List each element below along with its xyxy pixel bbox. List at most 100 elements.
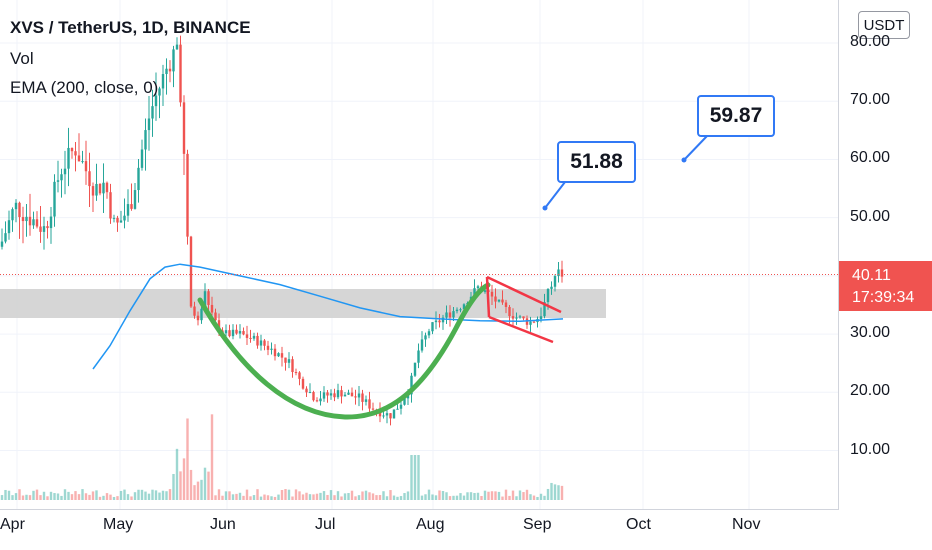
volume-bar [301,494,305,500]
volume-bar [539,493,543,500]
candle-body [301,378,305,389]
candle-body [333,393,336,398]
volume-bar [123,489,126,500]
candle-body [102,182,105,194]
volume-bar [396,496,399,500]
candle-body [7,220,11,234]
candle-body [74,151,77,156]
volume-bar [175,448,179,500]
candle-body [56,180,60,182]
candle-body [357,393,361,398]
volume-bars [0,414,564,500]
candle-body [340,390,343,397]
candle-body [270,348,273,350]
candle-body [539,316,543,320]
candle-body [18,202,21,218]
flag-upper-line [486,275,562,314]
currency-button[interactable]: USDT [858,11,910,39]
volume-bar [329,490,333,500]
volume-bar [343,493,347,500]
volume-bar [308,494,312,500]
volume-bar [319,492,322,500]
target-callout-1[interactable]: 51.88 [557,141,636,183]
volume-bar [557,485,560,500]
candle-body [217,320,221,331]
volume-bar [56,493,60,500]
time-axis-label: Jul [315,516,336,533]
volume-bar [417,455,420,500]
candle-body [438,320,441,323]
volume-bar [196,481,200,500]
candle-body [133,190,137,209]
candle-body [389,413,392,419]
volume-bar [371,493,375,500]
volume-bar [364,490,368,500]
candle-body [84,161,88,172]
candle-body [322,392,326,399]
volume-bar [224,491,228,500]
candle-body [165,68,168,75]
candle-body [319,398,322,402]
candle-body [98,183,102,194]
volume-bar [112,496,116,500]
flag-lower-line [488,315,554,344]
candle-body [413,362,417,376]
volume-label: Vol [10,49,34,68]
time-axis-label: Oct [626,516,651,533]
candle-body [343,394,347,397]
volume-bar [14,493,18,500]
volume-bar [165,491,168,500]
candle-body [284,357,287,363]
volume-bar [287,489,291,500]
candle-body [53,181,56,217]
candle-body [518,316,522,318]
volume-bar [4,489,7,500]
volume-bar [147,493,151,500]
target-callout-2[interactable]: 59.87 [697,95,775,137]
volume-bar [298,491,301,500]
candle-body [448,312,452,318]
candle-body [21,217,25,222]
volume-bar [214,495,217,500]
candle-body [280,353,284,358]
volume-bar [466,492,469,500]
volume-bar [333,495,336,500]
candle-body [476,286,480,289]
volume-bar [245,489,249,500]
volume-bar [473,492,476,500]
volume-bar [497,491,501,500]
candle-body [14,202,18,210]
volume-bar [553,484,557,500]
volume-bar [550,482,553,500]
candle-body [186,153,189,237]
volume-bar [119,490,123,500]
candle-body [291,359,294,373]
volume-bar [326,494,329,500]
volume-bar [522,492,525,500]
candle-body [308,392,312,394]
ema-label: EMA (200, close, 0) [10,78,159,97]
candle-body [11,209,14,221]
candle-body [473,288,476,297]
volume-bar [420,495,424,500]
last-price-value: 40.11 [852,267,891,284]
candle-body [228,330,231,337]
volume-bar [508,495,511,500]
volume-bar [459,493,462,500]
candle-body [242,331,245,335]
volume-bar [350,490,354,500]
candle-body [203,291,207,309]
volume-bar [116,496,119,500]
candle-body [91,186,95,196]
candle-body [168,68,172,72]
candle-body [28,216,32,226]
volume-bar [95,490,98,500]
candle-body [354,396,357,398]
volume-bar [434,495,438,500]
volume-bar [406,491,410,500]
time-axis-label: Apr [0,516,25,533]
candle-body [137,167,140,191]
grid-lines [0,0,838,509]
volume-bar [158,492,161,500]
